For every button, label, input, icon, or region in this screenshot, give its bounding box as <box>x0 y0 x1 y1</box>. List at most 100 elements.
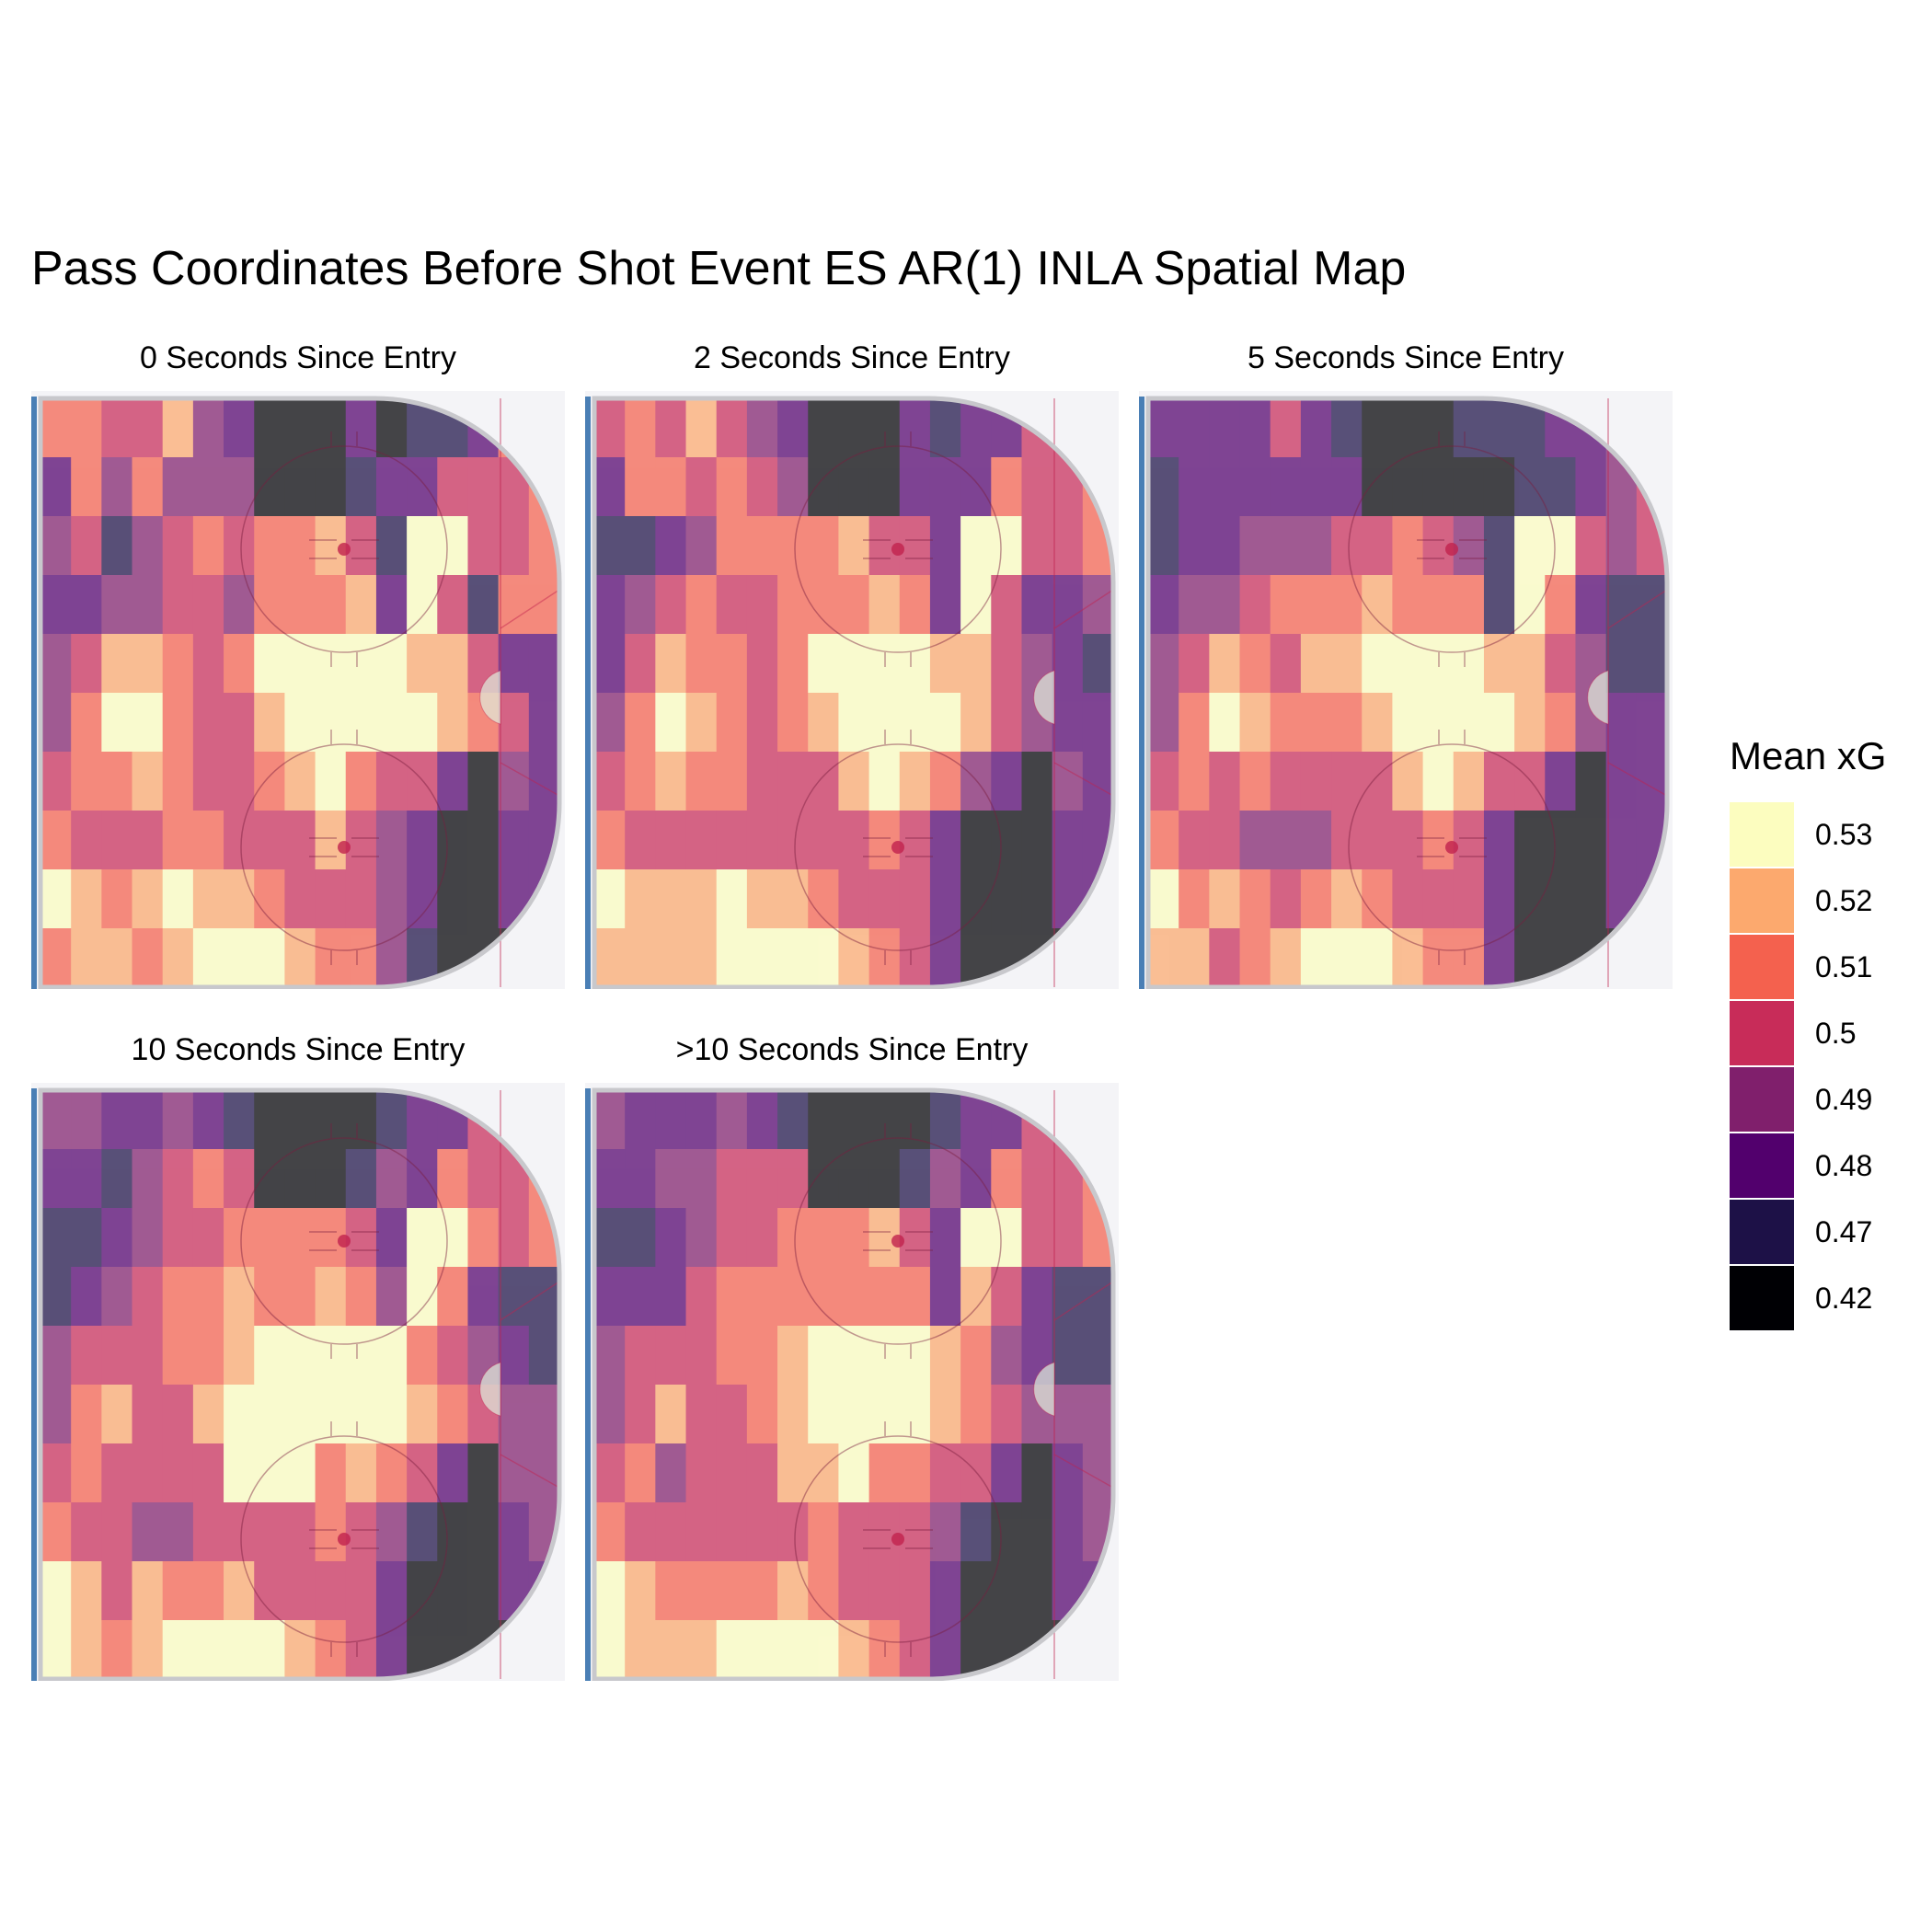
heatmap-cell <box>254 1502 286 1562</box>
heatmap-cell <box>899 1385 931 1444</box>
heatmap-cell <box>1270 516 1302 576</box>
heatmap-cell <box>868 575 901 635</box>
heatmap-cell <box>345 1090 377 1150</box>
heatmap-cell <box>625 575 656 635</box>
legend-swatch <box>1730 1067 1794 1132</box>
heatmap-cell <box>746 516 778 576</box>
heatmap-cell <box>685 811 718 870</box>
heatmap-cell <box>315 1502 347 1562</box>
heatmap-cell <box>625 516 656 576</box>
heatmap-cell <box>838 811 870 870</box>
heatmap-cell <box>808 752 840 811</box>
heatmap-cell <box>991 811 1023 870</box>
heatmap-cell <box>254 1267 286 1327</box>
heatmap-cell <box>467 575 500 635</box>
heatmap-cell <box>437 869 469 929</box>
heatmap-cell <box>162 516 194 576</box>
heatmap-cell <box>528 1267 559 1327</box>
heatmap-cell <box>594 1385 626 1444</box>
heatmap-cell <box>101 1208 133 1268</box>
heatmap-cell <box>1545 634 1577 694</box>
heatmap-cell <box>162 1561 194 1621</box>
faceoff-dot <box>338 543 351 556</box>
heatmap-cell <box>594 1208 626 1268</box>
heatmap-cell <box>132 634 164 694</box>
heatmap-cell <box>929 1090 961 1150</box>
heatmap-cell <box>192 1502 224 1562</box>
heatmap-cell <box>40 1561 72 1621</box>
heatmap-cell <box>1052 1502 1084 1562</box>
heatmap-cell <box>71 457 102 517</box>
heatmap-cell <box>1209 693 1241 753</box>
rink-svg <box>31 391 565 989</box>
heatmap-cell <box>254 1385 286 1444</box>
heatmap-cell <box>71 575 102 635</box>
heatmap-cell <box>716 1443 748 1503</box>
heatmap-cell <box>868 634 901 694</box>
heatmap-cell <box>1021 1208 1053 1268</box>
heatmap-cell <box>1179 398 1210 458</box>
heatmap-cell <box>868 693 901 753</box>
heatmap-cell <box>284 1385 316 1444</box>
heatmap-cell <box>625 869 656 929</box>
heatmap-cell <box>467 1502 500 1562</box>
heatmap-cell <box>162 1443 194 1503</box>
heatmap-cell <box>375 811 408 870</box>
heatmap-cell <box>192 1385 224 1444</box>
heatmap-cell <box>132 693 164 753</box>
heatmap-cell <box>375 752 408 811</box>
heatmap-cell <box>315 1443 347 1503</box>
heatmap-cell <box>1300 575 1332 635</box>
heatmap-cell <box>777 516 809 576</box>
heatmap-cell <box>1545 869 1577 929</box>
heatmap-cell <box>1453 752 1485 811</box>
heatmap-cell <box>71 693 102 753</box>
heatmap-cell <box>284 1267 316 1327</box>
faceoff-circle <box>240 1435 448 1643</box>
heatmap-cell <box>437 1267 469 1327</box>
heatmap-cell <box>1239 516 1271 576</box>
heatmap-cell <box>1021 457 1053 517</box>
heatmap-cell <box>528 1326 559 1386</box>
heatmap-cell <box>345 398 377 458</box>
heatmap-cell <box>929 1385 961 1444</box>
rink-boards <box>1145 396 1670 989</box>
heatmap-cell <box>655 516 687 576</box>
heatmap-cell <box>1179 634 1210 694</box>
heatmap-cell <box>716 811 748 870</box>
heatmap-cell <box>254 457 286 517</box>
heatmap-cell <box>40 1208 72 1268</box>
heatmap-cell <box>716 1267 748 1327</box>
heatmap-cell <box>1270 398 1302 458</box>
heatmap-cell <box>1148 516 1179 576</box>
heatmap-cell <box>777 693 809 753</box>
heatmap-cell <box>132 575 164 635</box>
heatmap-cell <box>132 457 164 517</box>
rink-markings <box>794 431 1002 965</box>
trapezoid-lines <box>500 1281 560 1489</box>
heatmap-cell <box>407 693 438 753</box>
heatmap-cell <box>101 693 133 753</box>
legend-swatch <box>1730 868 1794 933</box>
heatmap-cell <box>594 928 626 987</box>
heatmap-cell <box>777 1385 809 1444</box>
heatmap-cell <box>71 1443 102 1503</box>
heatmap-cell <box>929 1267 961 1327</box>
heatmap-cell <box>315 811 347 870</box>
heatmap-cell <box>132 1326 164 1386</box>
heatmap-cell <box>1514 516 1546 576</box>
heatmap-cell <box>1362 752 1394 811</box>
heatmap-cell <box>991 1443 1023 1503</box>
heatmap-cell <box>40 1149 72 1209</box>
legend-swatch <box>1730 802 1794 867</box>
heatmap-cell <box>1052 752 1084 811</box>
heatmap-cell <box>838 634 870 694</box>
heatmap-cell <box>899 928 931 987</box>
heatmap-cell <box>407 811 438 870</box>
heatmap-cell <box>746 634 778 694</box>
heatmap-cell <box>1331 928 1363 987</box>
heatmap-cell <box>1514 811 1546 870</box>
heatmap-cell <box>407 1208 438 1268</box>
heatmap-cell <box>254 928 286 987</box>
heatmap-cell <box>960 575 992 635</box>
